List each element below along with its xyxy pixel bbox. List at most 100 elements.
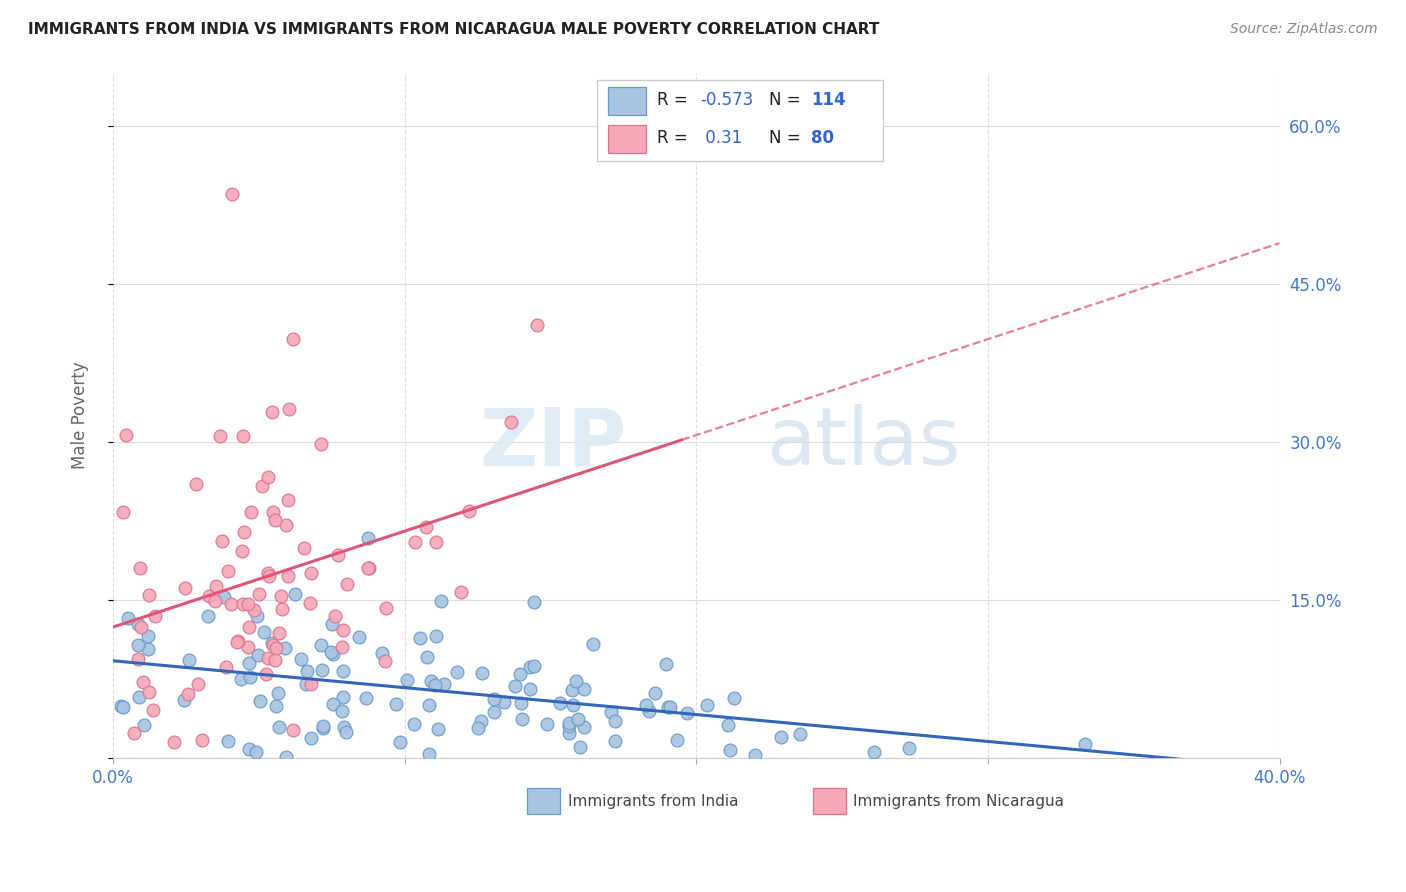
Point: [262, 636, 284, 650]
Point: [270, 589, 292, 603]
Point: [127, 638, 149, 652]
Point: [309, 436, 332, 450]
Point: [558, 719, 581, 733]
Point: [254, 667, 277, 681]
Point: [264, 698, 287, 713]
Point: [143, 608, 166, 623]
Point: [321, 617, 343, 632]
Point: [427, 722, 450, 736]
Point: [122, 726, 145, 740]
Point: [416, 649, 439, 664]
Point: [471, 666, 494, 681]
Point: [603, 734, 626, 748]
Point: [205, 579, 228, 593]
Point: [232, 428, 254, 442]
Point: [177, 653, 200, 667]
Point: [240, 505, 263, 519]
Point: [163, 735, 186, 749]
Point: [558, 726, 581, 740]
Point: [262, 638, 284, 652]
Point: [298, 596, 321, 610]
Point: [482, 705, 505, 719]
Point: [319, 645, 342, 659]
Point: [548, 696, 571, 710]
Point: [111, 700, 134, 714]
Point: [128, 561, 150, 575]
Point: [311, 721, 333, 735]
Point: [676, 706, 699, 720]
Point: [323, 609, 346, 624]
Point: [277, 493, 299, 508]
Point: [211, 534, 233, 549]
Point: [696, 698, 718, 712]
Point: [744, 748, 766, 763]
Point: [863, 745, 886, 759]
Point: [569, 739, 592, 754]
Point: [717, 718, 740, 732]
Point: [395, 673, 418, 688]
Point: [142, 703, 165, 717]
Point: [132, 675, 155, 690]
Point: [419, 673, 441, 688]
Point: [644, 686, 666, 700]
Point: [127, 652, 149, 666]
Point: [299, 566, 322, 580]
Point: [257, 470, 280, 484]
Point: [332, 624, 354, 638]
Point: [276, 517, 298, 532]
Point: [429, 594, 451, 608]
Point: [389, 734, 412, 748]
Point: [299, 731, 322, 745]
Point: [655, 657, 678, 672]
Point: [332, 664, 354, 678]
Point: [198, 589, 221, 603]
Point: [509, 666, 531, 681]
Point: [271, 602, 294, 616]
Point: [277, 402, 299, 417]
Point: [174, 581, 197, 595]
Point: [231, 544, 253, 558]
Point: [295, 677, 318, 691]
Text: IMMIGRANTS FROM INDIA VS IMMIGRANTS FROM NICARAGUA MALE POVERTY CORRELATION CHAR: IMMIGRANTS FROM INDIA VS IMMIGRANTS FROM…: [28, 22, 880, 37]
Point: [221, 187, 243, 202]
Point: [558, 715, 581, 730]
Point: [267, 686, 290, 700]
Point: [262, 505, 284, 519]
Point: [247, 587, 270, 601]
Point: [897, 740, 920, 755]
Point: [636, 698, 658, 712]
Point: [374, 654, 396, 668]
Point: [509, 696, 531, 710]
Point: [290, 651, 312, 665]
Text: Immigrants from India: Immigrants from India: [568, 794, 738, 809]
Point: [519, 660, 541, 674]
Point: [111, 505, 134, 519]
Point: [723, 690, 745, 705]
Point: [494, 695, 516, 709]
Point: [239, 670, 262, 684]
Point: [138, 685, 160, 699]
Point: [418, 747, 440, 761]
Point: [415, 520, 437, 534]
Point: [425, 629, 447, 643]
Point: [371, 646, 394, 660]
Point: [599, 706, 621, 720]
Point: [132, 717, 155, 731]
Point: [226, 634, 249, 648]
Point: [217, 564, 239, 578]
Point: [295, 664, 318, 678]
Point: [384, 697, 406, 711]
Point: [274, 749, 297, 764]
Point: [467, 721, 489, 735]
Point: [309, 638, 332, 652]
Point: [450, 585, 472, 599]
Point: [332, 690, 354, 705]
Point: [226, 634, 249, 648]
Point: [204, 594, 226, 608]
Point: [138, 588, 160, 602]
Text: Immigrants from Nicaragua: Immigrants from Nicaragua: [852, 794, 1063, 809]
Point: [718, 742, 741, 756]
Text: atlas: atlas: [766, 404, 960, 482]
Point: [187, 677, 209, 691]
Point: [425, 678, 447, 692]
